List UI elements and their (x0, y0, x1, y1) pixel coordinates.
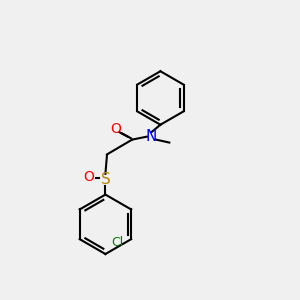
Text: S: S (100, 172, 110, 187)
Text: Cl: Cl (112, 236, 124, 249)
Text: N: N (146, 129, 157, 144)
Text: O: O (84, 170, 94, 184)
Text: O: O (110, 122, 121, 136)
